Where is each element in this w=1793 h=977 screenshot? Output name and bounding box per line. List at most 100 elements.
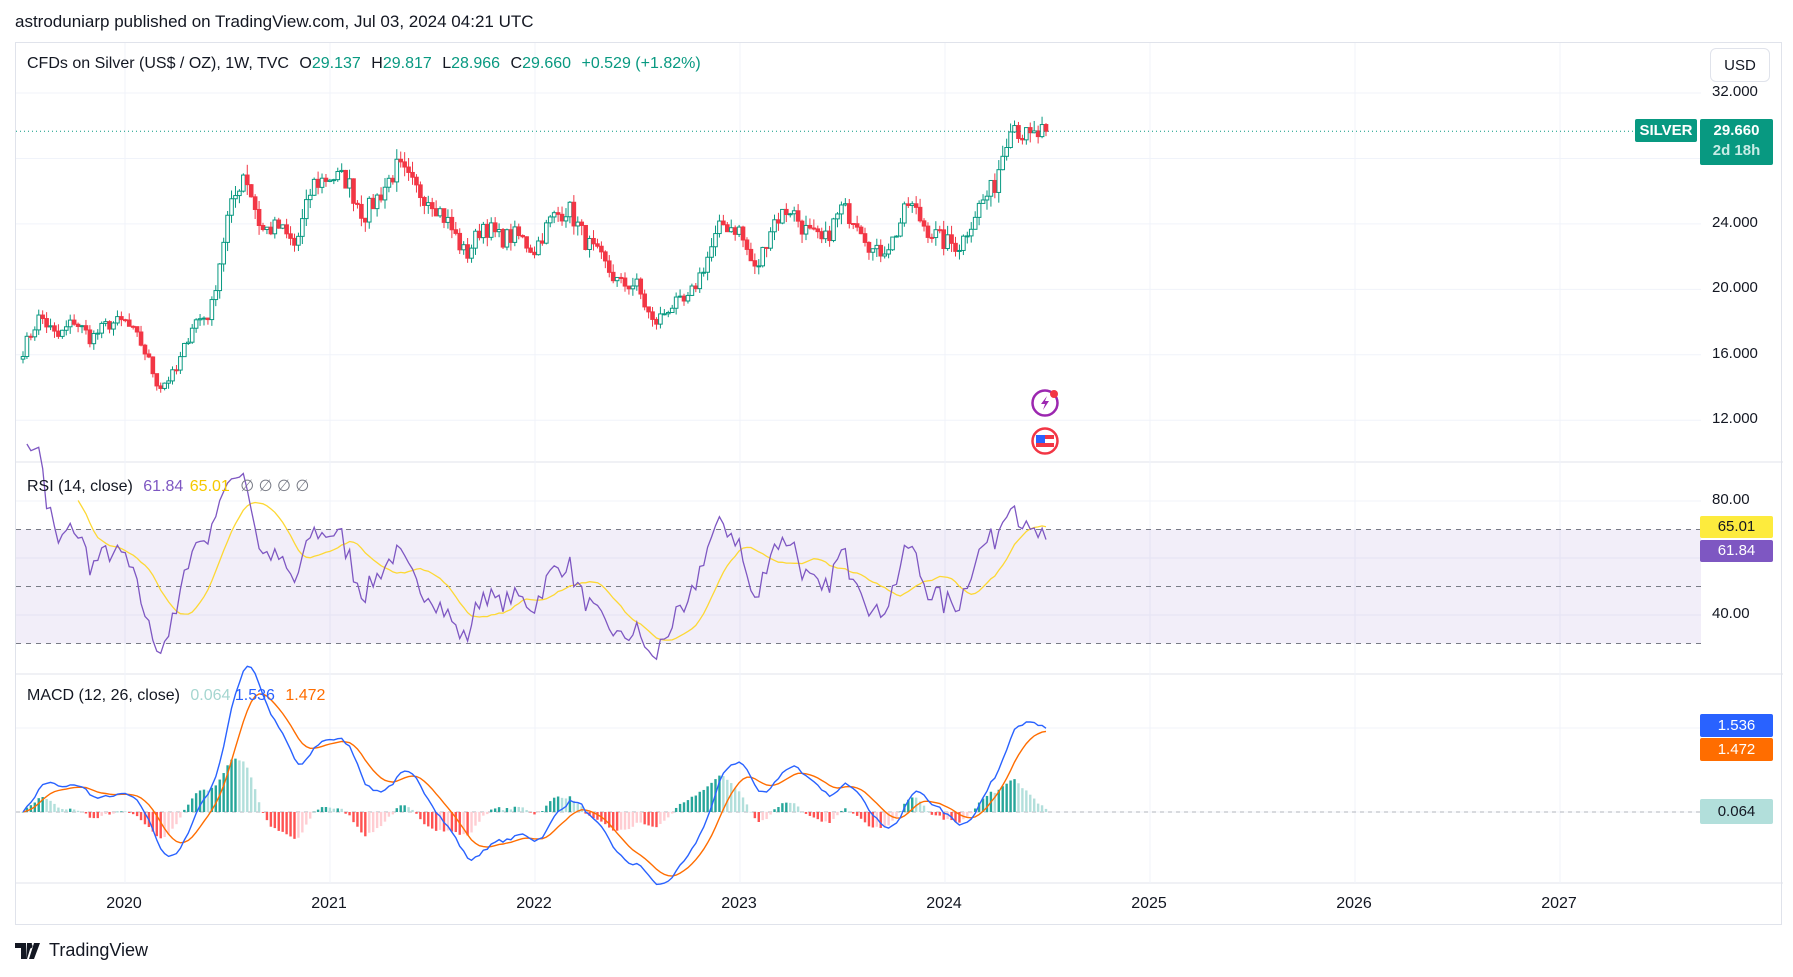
macd-signal-value: 1.472	[285, 687, 326, 704]
candle-down	[359, 203, 364, 219]
candle-down	[732, 227, 738, 235]
macd-histogram-bar	[210, 787, 214, 812]
macd-histogram-bar	[434, 812, 438, 831]
macd-histogram-bar	[368, 812, 371, 833]
macd-histogram-bar	[521, 807, 524, 812]
macd-histogram-bar	[820, 812, 823, 822]
macd-histogram-bar	[977, 802, 981, 812]
candle-down	[650, 311, 655, 320]
chart-canvas[interactable]	[16, 43, 1783, 926]
candle-up	[768, 231, 773, 249]
macd-histogram-bar	[970, 812, 973, 814]
macd-histogram-bar	[836, 812, 839, 816]
candle-down	[252, 196, 258, 210]
macd-histogram-bar	[135, 812, 139, 817]
candle-down	[130, 325, 136, 328]
candle-down	[28, 335, 34, 338]
candle-down	[244, 174, 250, 186]
macd-histogram-bar	[761, 812, 764, 821]
candle-down	[949, 234, 954, 244]
price-tick-label: 24.000	[1712, 213, 1758, 231]
macd-histogram-bar	[281, 812, 284, 832]
candle-down	[795, 210, 801, 222]
macd-histogram-bar	[690, 796, 694, 812]
macd-histogram-bar	[116, 811, 119, 813]
macd-histogram-bar	[753, 812, 757, 819]
macd-histogram-bar	[112, 812, 115, 814]
candle-down	[433, 208, 439, 217]
candle-up	[300, 218, 305, 237]
macd-histogram-bar	[804, 812, 808, 814]
candle-down	[441, 208, 447, 223]
candle-up	[178, 356, 183, 371]
macd-histogram-bar	[124, 811, 127, 812]
candle-up	[264, 226, 270, 231]
macd-histogram-bar	[462, 812, 465, 835]
macd-histogram-bar	[718, 775, 721, 812]
rsi-axis-label: 61.84	[1700, 540, 1773, 562]
macd-histogram-bar	[128, 812, 131, 813]
candle-down	[126, 319, 132, 327]
candle-up	[567, 201, 573, 218]
candle-down	[1016, 125, 1021, 139]
currency-button[interactable]: USD	[1710, 48, 1770, 82]
candle-up	[425, 202, 431, 206]
candle-up	[728, 227, 734, 233]
macd-histogram-bar	[568, 796, 572, 812]
symbol-title[interactable]: CFDs on Silver (US$ / OZ), 1W, TVC	[27, 55, 289, 72]
macd-histogram-bar	[635, 812, 638, 823]
macd-histogram-bar	[997, 789, 1000, 812]
macd-title[interactable]: MACD (12, 26, close)	[27, 687, 180, 704]
macd-histogram-bar	[265, 812, 269, 821]
candle-down	[1027, 127, 1033, 134]
symbol-tag: SILVER	[1635, 119, 1697, 142]
macd-histogram-bar	[659, 812, 662, 824]
candle-down	[406, 166, 411, 173]
macd-histogram-bar	[360, 812, 363, 833]
candle-up	[331, 179, 337, 182]
rsi-line	[26, 443, 1047, 661]
macd-histogram-bar	[49, 800, 52, 812]
us-flag-economic-event-icon[interactable]	[1030, 426, 1060, 456]
candle-down	[591, 237, 596, 245]
candle-up	[874, 244, 880, 250]
macd-histogram-bar	[608, 812, 611, 828]
macd-histogram-bar	[848, 811, 851, 812]
candle-down	[646, 306, 651, 313]
macd-histogram-bar	[320, 807, 324, 812]
rsi-title[interactable]: RSI (14, close)	[27, 478, 133, 495]
candle-up	[902, 203, 907, 224]
candle-down	[744, 239, 750, 250]
macd-histogram-bar	[246, 767, 249, 812]
rsi-legend: RSI (14, close) 61.84 65.01 ∅ ∅ ∅ ∅	[27, 476, 315, 496]
candle-down	[622, 277, 628, 287]
rsi-value: 61.84	[143, 478, 184, 495]
macd-histogram-bar	[309, 812, 312, 819]
candle-down	[595, 243, 600, 247]
candle-up	[717, 220, 722, 235]
macd-histogram-bar	[549, 801, 552, 812]
macd-histogram-bar	[159, 812, 162, 839]
earnings-flash-icon[interactable]	[1030, 388, 1060, 418]
macd-histogram-bar	[289, 812, 292, 837]
macd-histogram-bar	[808, 812, 812, 816]
candle-up	[79, 325, 85, 328]
candle-down	[422, 197, 427, 206]
macd-histogram-bar	[423, 812, 426, 825]
chart-frame[interactable]	[15, 42, 1783, 926]
macd-histogram-bar	[667, 812, 670, 818]
candle-up	[665, 312, 671, 315]
macd-histogram-bar	[623, 812, 627, 830]
macd-histogram-bar	[604, 812, 607, 825]
candle-up	[1039, 124, 1045, 138]
candle-down	[917, 206, 923, 222]
macd-histogram-bar	[399, 805, 402, 812]
macd-histogram-bar	[336, 808, 339, 812]
macd-histogram-bar	[61, 808, 64, 812]
macd-histogram-bar	[588, 812, 591, 816]
macd-histogram-bar	[627, 812, 631, 830]
macd-histogram-bar	[926, 811, 930, 812]
candle-down	[75, 323, 81, 327]
candle-up	[91, 333, 97, 345]
tradingview-logo[interactable]: TradingView	[15, 940, 148, 961]
